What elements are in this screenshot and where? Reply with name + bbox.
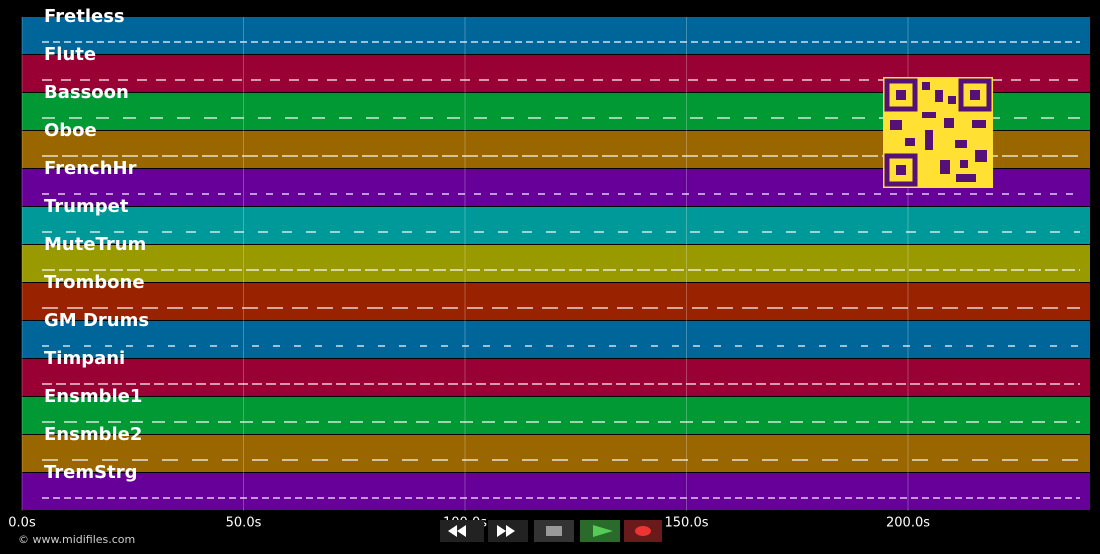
track-lane <box>22 283 1090 320</box>
footer: © www.midifiles.com <box>18 533 135 546</box>
track-name: Trumpet <box>44 196 129 217</box>
track-lane <box>22 435 1090 472</box>
track-name: Flute <box>44 44 96 65</box>
transport-controls <box>440 520 662 542</box>
track-name: Timpani <box>44 348 125 369</box>
track-name: MuteTrum <box>44 234 146 255</box>
track-name: FrenchHr <box>44 158 137 179</box>
track-lane <box>22 397 1090 434</box>
qr-code <box>883 77 993 188</box>
track-name: Ensmble2 <box>44 424 142 445</box>
time-tick-label: 150.0s <box>665 516 709 531</box>
track-lane <box>22 17 1090 54</box>
track-name: GM Drums <box>44 310 149 331</box>
track-name: TremStrg <box>44 462 137 483</box>
track-name: Fretless <box>44 6 125 27</box>
time-tick-label: 0.0s <box>8 516 36 531</box>
track-name: Ensmble1 <box>44 386 142 407</box>
track-lane <box>22 473 1090 510</box>
track-lane <box>22 207 1090 244</box>
grid: 0.0s50.0s100.0s150.0s200.0sFretlessFlute… <box>8 6 930 531</box>
track-name: Trombone <box>44 272 145 293</box>
track-lane <box>22 245 1090 282</box>
time-tick-label: 50.0s <box>226 516 262 531</box>
track-lane <box>22 359 1090 396</box>
track-name: Oboe <box>44 120 97 141</box>
track-name: Bassoon <box>44 82 129 103</box>
track-lane <box>22 321 1090 358</box>
time-tick-label: 200.0s <box>886 516 930 531</box>
